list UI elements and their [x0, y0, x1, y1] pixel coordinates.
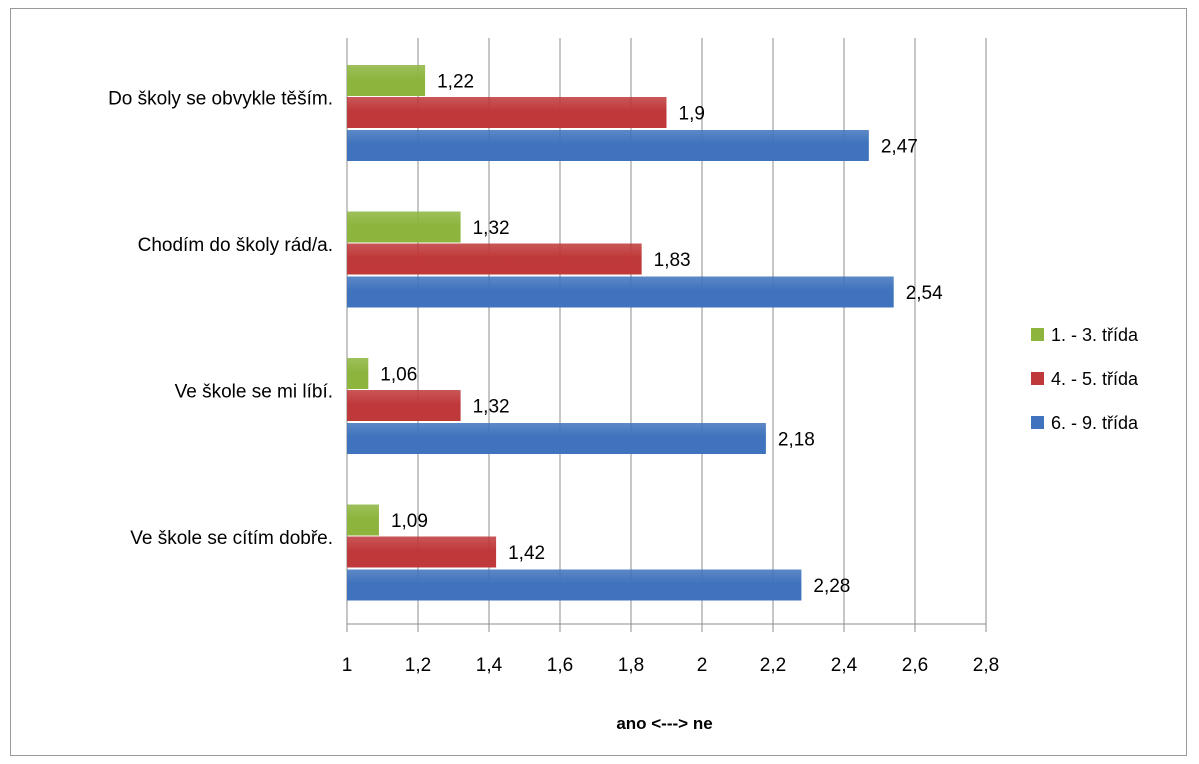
- bar: [347, 536, 497, 568]
- bar: [347, 243, 642, 275]
- legend: 1. - 3. třída 4. - 5. třída 6. - 9. třída: [1031, 325, 1139, 433]
- legend-label: 1. - 3. třída: [1051, 325, 1139, 345]
- data-label: 1,09: [391, 511, 428, 532]
- x-tick-label: 2,8: [973, 655, 999, 676]
- legend-label: 6. - 9. třída: [1051, 413, 1139, 433]
- legend-swatch: [1031, 416, 1044, 429]
- legend-swatch: [1031, 328, 1044, 341]
- x-tick-label: 2,6: [902, 655, 928, 676]
- category-labels: Do školy se obvykle těším. Chodím do škol…: [108, 89, 333, 550]
- category-label: Chodím do školy rád/a.: [138, 235, 333, 256]
- bar: [347, 276, 894, 308]
- x-tick-label: 1,8: [618, 655, 644, 676]
- bars: [347, 65, 894, 601]
- data-labels: 1,22 1,9 2,47 1,32 1,83 2,54 1,06 1,32 2,18 1,09 1…: [380, 72, 943, 598]
- bar: [347, 130, 869, 161]
- x-tick-label: 1: [342, 655, 353, 676]
- bar: [347, 504, 379, 536]
- data-label: 2,54: [906, 283, 943, 304]
- data-label: 1,9: [679, 104, 705, 125]
- legend-label: 4. - 5. třída: [1051, 369, 1139, 389]
- x-tick-labels: 1 1,2 1,4 1,6 1,8 2 2,2 2,4 2,6 2,8: [342, 655, 1000, 676]
- legend-swatch: [1031, 372, 1044, 385]
- bar: [347, 569, 802, 601]
- bar: [347, 390, 461, 421]
- data-label: 1,42: [508, 543, 545, 564]
- data-label: 1,32: [473, 218, 510, 239]
- x-tick-label: 1,4: [476, 655, 503, 676]
- bar: [347, 211, 461, 243]
- data-label: 1,06: [380, 365, 417, 386]
- data-label: 1,83: [654, 250, 691, 271]
- x-axis-title: ano <---> ne: [616, 714, 712, 733]
- bar: [347, 97, 667, 128]
- category-label: Do školy se obvykle těším.: [108, 89, 333, 110]
- x-tick-label: 2: [697, 655, 708, 676]
- data-label: 1,32: [473, 397, 510, 418]
- data-label: 2,18: [778, 430, 815, 451]
- x-tick-label: 2,4: [831, 655, 858, 676]
- x-tick-label: 2,2: [760, 655, 786, 676]
- x-tick-label: 1,6: [547, 655, 573, 676]
- x-tick-label: 1,2: [405, 655, 431, 676]
- bar: [347, 358, 369, 389]
- data-label: 2,28: [813, 576, 850, 597]
- bar: [347, 423, 766, 454]
- category-label: Ve škole se mi líbí.: [175, 382, 333, 403]
- bar: [347, 65, 426, 96]
- data-label: 2,47: [881, 137, 918, 158]
- category-label: Ve škole se cítím dobře.: [130, 528, 333, 549]
- data-label: 1,22: [437, 72, 474, 93]
